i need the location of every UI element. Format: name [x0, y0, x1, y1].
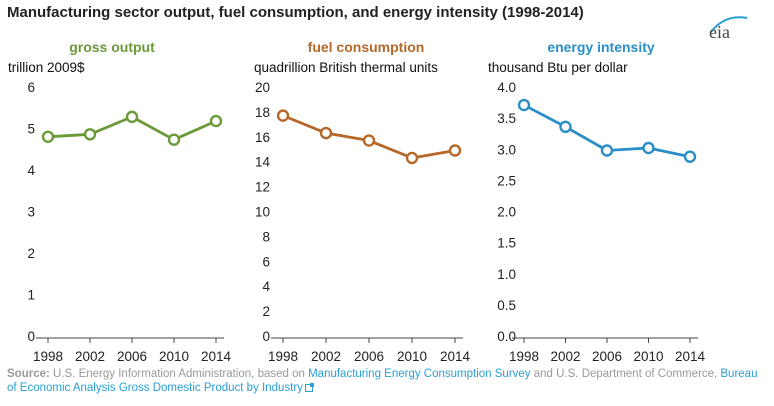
fuel-consumption-xtick-label: 2010	[397, 349, 427, 364]
fuel-consumption-data-point	[405, 151, 419, 165]
gross-output-ytick-label: 1	[27, 288, 35, 303]
gross-output-xtick-label: 1998	[33, 349, 63, 364]
energy-intensity-xtick-label: 1998	[509, 349, 539, 364]
gross-output-data-point	[41, 130, 55, 144]
eia-logo: eia	[709, 16, 748, 40]
fuel-consumption-xtick-label: 2002	[311, 349, 341, 364]
gross-output-xtick-label: 2014	[201, 349, 232, 364]
gross-output-ytick-label: 3	[27, 205, 35, 220]
fuel-consumption-ytick-label: 10	[255, 205, 270, 220]
fuel-consumption-xtick-label: 2014	[440, 349, 471, 364]
energy-intensity-ytick-label: 3.5	[497, 111, 516, 126]
energy-intensity-xtick-label: 2010	[633, 349, 663, 364]
energy-intensity-xtick-label: 2002	[550, 349, 580, 364]
figure-title: Manufacturing sector output, fuel consum…	[7, 4, 584, 21]
gross-output-data-point	[83, 128, 97, 141]
gross-output-ytick-label: 0	[27, 329, 35, 344]
gross-output-ytick-label: 4	[27, 163, 35, 178]
fuel-consumption-ytick-label: 2	[262, 304, 270, 319]
energy-intensity-ytick-label: 3.0	[497, 142, 516, 157]
energy-intensity-data-point	[600, 144, 614, 157]
energy-intensity-title: energy intensity	[547, 39, 655, 55]
gross-output-xtick-label: 2010	[159, 349, 189, 364]
gross-output-unit-label: trillion 2009$	[8, 60, 85, 75]
energy-intensity-data-point	[517, 98, 531, 112]
fuel-consumption-ytick-label: 0	[262, 329, 270, 344]
source-link-mecs[interactable]: Manufacturing Energy Consumption Survey	[308, 368, 531, 380]
energy-intensity-data-point	[683, 150, 697, 163]
source-text-1: U.S. Energy Information Administration, …	[53, 368, 305, 380]
gross-output-ytick-label: 6	[27, 80, 35, 95]
fuel-consumption-unit-label: quadrillion British thermal units	[254, 60, 438, 75]
gross-output-ytick-label: 5	[27, 122, 35, 137]
energy-intensity-ytick-label: 0.5	[497, 298, 516, 313]
gross-output-data-point	[209, 114, 223, 128]
gross-output-ytick-label: 2	[27, 246, 35, 261]
source-note: Source: U.S. Energy Information Administ…	[7, 368, 769, 395]
energy-intensity-data-point	[559, 120, 572, 134]
energy-intensity-xtick-label: 2014	[675, 349, 706, 364]
gross-output-xtick-label: 2006	[117, 349, 147, 364]
fuel-consumption-data-point	[319, 126, 333, 140]
source-link-bea[interactable]: Bureau of Economic Analysis Gross Domest…	[7, 368, 758, 394]
external-link-icon[interactable]	[304, 382, 314, 392]
source-text-2: and U.S. Department of Commerce,	[533, 368, 718, 380]
eia-logo-text: eia	[709, 22, 730, 40]
fuel-consumption-ytick-label: 18	[255, 105, 270, 120]
fuel-consumption-ytick-label: 8	[262, 229, 270, 244]
energy-intensity-ytick-label: 1.0	[497, 267, 516, 282]
fuel-consumption-data-point	[362, 134, 376, 147]
fuel-consumption-ytick-label: 6	[262, 254, 270, 269]
fuel-consumption-ytick-label: 14	[255, 155, 271, 170]
fuel-consumption-ytick-label: 16	[255, 130, 270, 145]
fuel-consumption-ytick-label: 12	[255, 180, 270, 195]
eia-logo-swoosh	[710, 16, 748, 33]
fuel-consumption-data-point	[448, 144, 462, 157]
gross-output-xtick-label: 2002	[75, 349, 105, 364]
fuel-consumption-xtick-label: 1998	[268, 349, 298, 364]
source-label: Source:	[7, 368, 50, 380]
gross-output-data-point	[167, 133, 181, 146]
energy-intensity-ytick-label: 2.0	[497, 205, 516, 220]
gross-output-title: gross output	[69, 39, 155, 55]
fuel-consumption-xtick-label: 2006	[354, 349, 384, 364]
energy-intensity-data-point	[642, 141, 655, 155]
fuel-consumption-data-point	[276, 109, 290, 122]
energy-intensity-ytick-label: 0.0	[497, 329, 516, 344]
energy-intensity-xtick-label: 2006	[592, 349, 622, 364]
energy-intensity-ytick-label: 1.5	[497, 236, 516, 251]
energy-intensity-ytick-label: 2.5	[497, 173, 516, 188]
gross-output-data-point	[125, 110, 139, 124]
fuel-consumption-ytick-label: 4	[262, 279, 270, 294]
energy-intensity-ytick-label: 4.0	[497, 80, 516, 95]
fuel-consumption-title: fuel consumption	[308, 39, 425, 55]
energy-intensity-unit-label: thousand Btu per dollar	[488, 60, 628, 75]
fuel-consumption-ytick-label: 20	[255, 80, 270, 95]
